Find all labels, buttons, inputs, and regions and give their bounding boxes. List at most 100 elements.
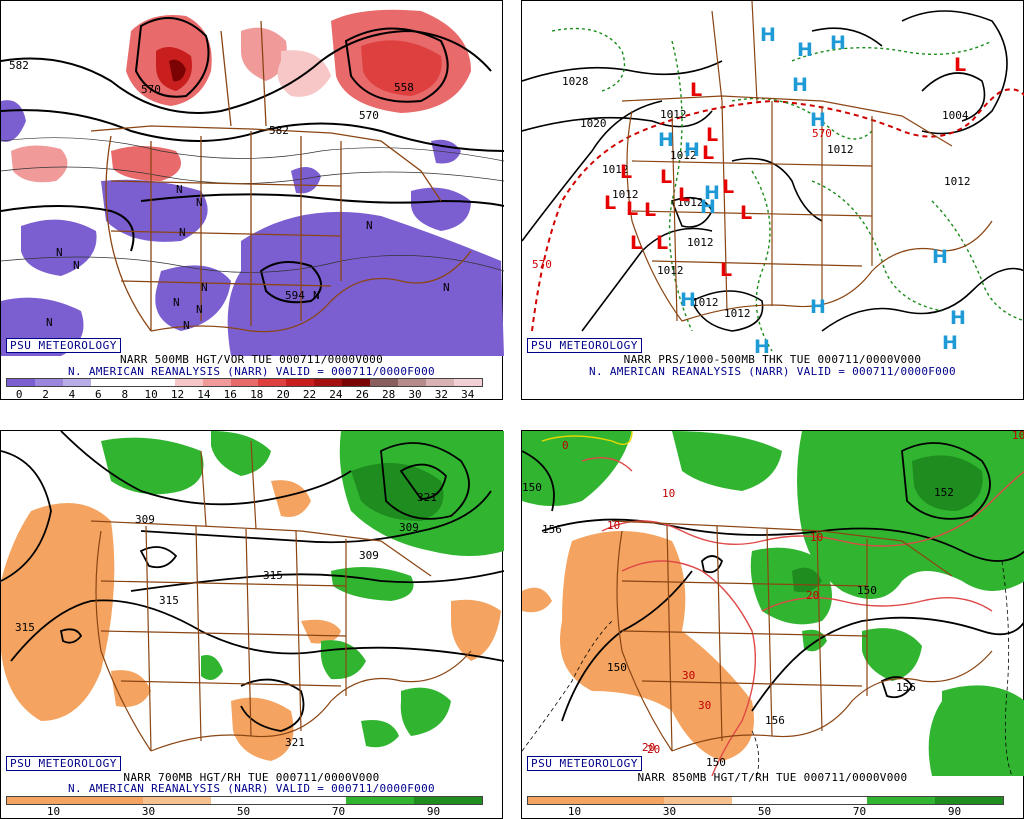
temperature-label: 20: [642, 741, 655, 754]
isobar-label: 1020: [580, 117, 607, 130]
colorbar-tick-label: 30: [408, 388, 422, 401]
isobar-label: 1012: [677, 196, 704, 209]
low-pressure-center: L: [604, 192, 616, 214]
colorbar-segment: [454, 379, 482, 386]
colorbar-segment: [799, 797, 868, 804]
colorbar-segment: [62, 379, 91, 386]
colorbar-tick-label: 20: [276, 388, 290, 401]
high-pressure-center: H: [942, 332, 958, 353]
colorbar-tick-label: 8: [121, 388, 129, 401]
dashed-contours: [522, 560, 1013, 776]
panel-850mb-hgt-t-rh: 152 156 150 150 156 156 150 150 0 10 10 …: [521, 430, 1024, 819]
high-pressure-center: H: [950, 307, 966, 329]
contour-label: 582: [269, 124, 289, 137]
map-700mb: 321 309 309 309 315 315 315 321: [1, 431, 504, 776]
rh-colorbar: [6, 796, 483, 805]
thickness-570-line: [531, 88, 1024, 332]
colorbar-segment: [528, 797, 596, 804]
height-contours: [522, 442, 1024, 722]
colorbar-tick-label: 22: [302, 388, 317, 401]
isobar-label: 1012: [724, 307, 751, 320]
high-pressure-center: H: [810, 296, 826, 318]
contour-label: 321: [417, 491, 437, 504]
isobar-label: 1028: [562, 75, 589, 88]
vorticity-min-mark: N: [179, 226, 186, 239]
isobar-label: 1012: [612, 188, 639, 201]
contour-label: 321: [285, 736, 305, 749]
colorbar-segment: [7, 379, 35, 386]
colorbar-segment: [146, 379, 175, 386]
political-boundaries: [90, 440, 472, 752]
high-pressure-center: H: [754, 336, 770, 353]
caption-title: NARR 500MB HGT/VOR TUE 000711/0000V000: [119, 353, 384, 366]
colorbar-segment: [867, 797, 936, 804]
high-pressure-center: H: [792, 74, 808, 96]
colorbar-tick-label: 30: [141, 805, 156, 818]
vorticity-min-mark: N: [173, 296, 180, 309]
psu-meteorology-credit: PSU METEOROLOGY: [6, 338, 121, 353]
low-pressure-center: L: [678, 184, 690, 206]
colorbar-segment: [314, 379, 343, 386]
colorbar-segment: [398, 379, 427, 386]
isobar-label: 1012: [670, 149, 697, 162]
temperature-label: 10: [1012, 431, 1024, 442]
caption-title: NARR 700MB HGT/RH TUE 000711/0000V000: [123, 771, 380, 784]
contour-label: 156: [765, 714, 785, 727]
colorbar-tick-label: 18: [250, 388, 264, 401]
low-pressure-center: L: [740, 202, 752, 224]
contour-label: 150: [857, 584, 877, 597]
colorbar-segment: [7, 797, 75, 804]
panel-pressure-thickness: 1028 1020 1012 1012 1012 1012 1012 1012 …: [521, 0, 1024, 400]
low-pressure-center: L: [690, 79, 702, 101]
low-pressure-center: L: [620, 161, 632, 183]
isobar-label: 1012: [602, 163, 629, 176]
isobar-label: 1004: [942, 109, 969, 122]
low-pressure-center: L: [656, 232, 668, 254]
contour-label: 558: [394, 81, 414, 94]
colorbar-segment: [174, 379, 203, 386]
colorbar-segment: [370, 379, 399, 386]
psu-meteorology-credit: PSU METEOROLOGY: [6, 756, 121, 771]
low-pressure-center: L: [626, 198, 638, 220]
colorbar-tick-label: 70: [852, 805, 867, 818]
contour-label: 582: [9, 59, 29, 72]
colorbar-tick-label: 34: [461, 388, 475, 401]
colorbar-segment: [286, 379, 315, 386]
colorbar-segment: [230, 379, 259, 386]
thickness-labels: 570 570: [532, 127, 832, 271]
contour-label: 150: [607, 661, 627, 674]
isobar-label: 1012: [944, 175, 971, 188]
colorbar-tick-label: 30: [662, 805, 677, 818]
vorticity-min-marks: N N N N N N N N N N N N N: [46, 183, 450, 332]
caption-title: NARR PRS/1000-500MB THK TUE 000711/0000V…: [623, 353, 922, 366]
high-pressure-center: H: [810, 109, 826, 131]
low-pressure-center: L: [630, 232, 642, 254]
colorbar-segment: [258, 379, 287, 386]
contour-label: 315: [263, 569, 283, 582]
vorticity-min-mark: N: [183, 319, 190, 332]
colorbar-segment: [346, 797, 415, 804]
high-pressure-center: H: [704, 182, 720, 204]
contour-label: 315: [15, 621, 35, 634]
colorbar-segment: [90, 379, 119, 386]
colorbar-segment: [202, 379, 231, 386]
colorbar-tick-label: 50: [236, 805, 251, 818]
contour-label: 156: [542, 523, 562, 536]
vorticity-min-mark: N: [313, 289, 320, 302]
isobar-label: 1012: [687, 236, 714, 249]
colorbar-segment: [278, 797, 347, 804]
vorticity-min-mark: N: [196, 196, 203, 209]
contour-label: 152: [934, 486, 954, 499]
colorbar-tick-label: 70: [331, 805, 346, 818]
dry-areas: [522, 531, 754, 761]
contour-label: 570: [359, 109, 379, 122]
colorbar-tick-label: 16: [223, 388, 237, 401]
temperature-label: 20: [806, 589, 819, 602]
contour-labels: 321 309 309 309 315 315 315 321: [15, 491, 437, 749]
colorbar-segment: [34, 379, 63, 386]
isobar-label: 1012: [657, 264, 684, 277]
contour-labels: 152 156 150 150 156 156 150 150: [522, 481, 954, 769]
political-boundaries: [90, 20, 472, 333]
caption-title: NARR 850MB HGT/T/RH TUE 000711/0000V000: [637, 771, 908, 784]
colorbar-segment: [210, 797, 279, 804]
